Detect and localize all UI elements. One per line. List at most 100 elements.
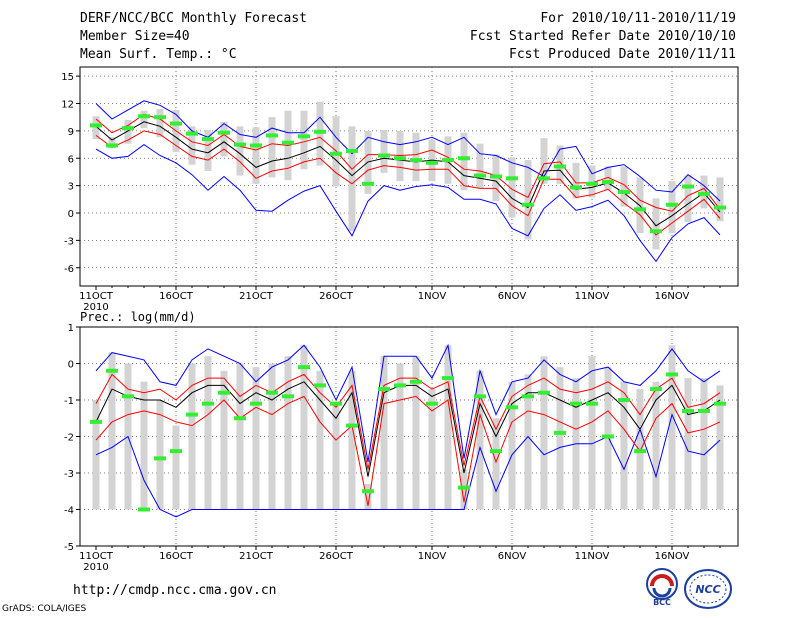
bottom-panel-observed-marker [474, 394, 486, 399]
bottom-panel-bar [668, 345, 676, 510]
bottom-panel-observed-marker [90, 419, 102, 424]
bottom-panel-ytick-label: 1 [68, 323, 74, 334]
bottom-panel-observed-marker [170, 449, 182, 454]
bottom-panel-bar [332, 403, 340, 510]
top-panel-observed-marker [570, 185, 582, 190]
top-panel-observed-marker [586, 181, 598, 186]
top-panel-observed-marker [426, 160, 438, 165]
bottom-panel-ytick-label: -5 [64, 542, 74, 553]
top-panel-observed-marker [298, 134, 310, 139]
top-panel-observed-marker [234, 142, 246, 147]
bottom-panel-observed-marker [362, 489, 374, 494]
bottom-panel-observed-marker [634, 449, 646, 454]
bottom-panel-bar [412, 356, 420, 510]
top-panel-observed-marker [490, 174, 502, 179]
top-panel-bar [252, 127, 260, 184]
bottom-panel-year-label: 2010 [83, 562, 108, 573]
bottom-panel-ytick-label: 0 [68, 360, 74, 371]
top-panel-observed-marker [522, 202, 534, 207]
variable-label: Mean Surf. Temp.: °C [80, 47, 237, 62]
top-panel-bar [620, 166, 628, 207]
bottom-panel-observed-marker [714, 401, 726, 406]
top-panel-bar [348, 126, 356, 232]
bottom-panel-bar [156, 400, 164, 510]
bottom-panel-xtick-label: 16OCT [159, 551, 194, 562]
bottom-panel-xtick-label: 6NOV [498, 551, 527, 562]
bottom-panel-observed-marker [554, 430, 566, 435]
top-panel-bar [204, 129, 212, 172]
top-panel-mean-line [95, 121, 721, 227]
bottom-panel-observed-marker [570, 401, 582, 406]
top-panel-observed-marker [666, 202, 678, 207]
top-panel-observed-marker [442, 158, 454, 163]
top-panel-bar [124, 119, 132, 144]
bottom-panel-observed-marker [458, 485, 470, 490]
top-panel-xtick-label: 16NOV [655, 291, 690, 302]
bottom-panel-bar [364, 483, 372, 510]
bottom-panel-observed-marker [650, 387, 662, 392]
top-panel-bar [236, 126, 244, 176]
top-panel-xtick-label: 1NOV [418, 291, 447, 302]
top-panel-observed-marker [218, 130, 230, 135]
forecast-period: For 2010/10/11-2010/11/19 [540, 11, 736, 26]
bottom-panel-observed-marker [282, 394, 294, 399]
top-panel-bar [92, 116, 100, 140]
top-panel-observed-marker [602, 179, 614, 184]
member-size: Member Size=40 [80, 29, 190, 44]
bottom-panel-observed-marker [698, 408, 710, 413]
bottom-panel-observed-marker [154, 456, 166, 461]
bottom-panel-observed-marker [122, 394, 134, 399]
top-panel-xtick-label: 11OCT [79, 291, 114, 302]
bottom-panel-xtick-label: 11NOV [575, 551, 610, 562]
top-panel-ytick-label: 3 [68, 182, 74, 193]
bottom-panel-max-line [95, 343, 721, 463]
bottom-panel-observed-marker [138, 507, 150, 512]
bottom-panel-bar [524, 374, 532, 510]
bottom-panel-xtick-label: 11OCT [79, 551, 114, 562]
bottom-panel-bar [108, 352, 116, 510]
ncc-logo: NCC [684, 569, 732, 609]
top-panel-xtick-label: 16OCT [159, 291, 194, 302]
bottom-panel-xtick-label: 21OCT [239, 551, 274, 562]
bottom-panel-observed-marker [410, 379, 422, 384]
start-date: Fcst Started Refer Date 2010/10/10 [469, 29, 736, 44]
bottom-panel-observed-marker [250, 401, 262, 406]
top-panel-xtick-label: 6NOV [498, 291, 527, 302]
top-panel-max-line [95, 100, 721, 202]
bottom-panel-xtick-label: 16NOV [655, 551, 690, 562]
top-panel-bar [460, 132, 468, 191]
bottom-panel-bar [284, 356, 292, 510]
bottom-panel-bar [492, 418, 500, 510]
bottom-panel-bar [620, 381, 628, 510]
top-panel-observed-marker [138, 114, 150, 119]
top-panel-ytick-label: -6 [64, 264, 74, 275]
bottom-panel-lower-line [95, 395, 721, 506]
bottom-panel-bar [380, 356, 388, 510]
top-panel-ytick-label: 15 [61, 72, 74, 83]
bottom-panel-observed-marker [522, 394, 534, 399]
bottom-panel-observed-marker [298, 365, 310, 370]
bottom-panel-ytick-label: -4 [64, 506, 74, 517]
bcc-logo: BCC [646, 568, 678, 607]
top-panel-bar [300, 110, 308, 170]
top-panel-observed-marker [122, 126, 134, 131]
top-panel-bar [412, 132, 420, 182]
top-panel-observed-marker [634, 207, 646, 212]
source-url[interactable]: http://cmdp.ncc.cma.gov.cn [73, 583, 277, 598]
bottom-panel-bar [652, 381, 660, 510]
top-panel-observed-marker [394, 156, 406, 161]
top-panel-observed-marker [714, 205, 726, 210]
bottom-panel-observed-marker [506, 405, 518, 410]
top-panel-observed-marker [378, 153, 390, 158]
bottom-panel-ytick-label: -2 [64, 433, 74, 444]
grads-credit: GrADS: COLA/IGES [2, 604, 87, 614]
bottom-panel-min-line [95, 413, 721, 518]
top-panel-observed-marker [90, 123, 102, 128]
top-panel-observed-marker [538, 176, 550, 181]
top-panel-bar [140, 110, 148, 129]
top-panel-ytick-label: -3 [64, 236, 74, 247]
bottom-panel-bar [476, 370, 484, 510]
bottom-panel-observed-marker [378, 387, 390, 392]
chart-title: DERF/NCC/BCC Monthly Forecast [80, 11, 307, 26]
